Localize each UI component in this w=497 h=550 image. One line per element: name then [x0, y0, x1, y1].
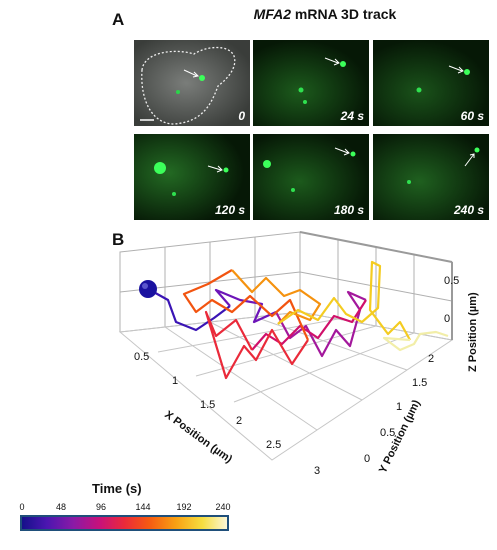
fluorescence-image — [373, 134, 489, 220]
y-tick: 1 — [396, 401, 402, 413]
z-axis-ticks: 0.5 0 — [444, 275, 459, 325]
arrow-icon — [464, 153, 475, 167]
x-tick: 2 — [236, 415, 242, 427]
y-tick: 0.5 — [380, 427, 395, 439]
cell-overlay-image — [134, 40, 250, 126]
x-tick: 3 — [314, 465, 320, 477]
fluorescence-image — [373, 40, 489, 126]
y-axis-ticks: 0 0.5 1 1.5 2 — [364, 353, 434, 465]
track-segment — [251, 299, 367, 351]
fluorescence-image — [134, 134, 250, 220]
time-label: 120 s — [214, 203, 245, 217]
track-segment — [149, 289, 231, 332]
x-tick: 1 — [172, 375, 178, 387]
z-axis-label: Z Position (µm) — [467, 292, 479, 372]
colorbar-tick: 192 — [176, 502, 192, 512]
z-tick: 0 — [444, 313, 450, 325]
y-tick: 0 — [364, 453, 370, 465]
arrow-icon — [183, 69, 198, 77]
x-tick: 0.5 — [134, 351, 149, 363]
gene-name: MFA2 — [253, 6, 292, 22]
colorbar-title: Time (s) — [92, 481, 142, 496]
title-rest: mRNA 3D track — [291, 6, 397, 22]
y-tick: 1.5 — [412, 377, 427, 389]
panel-a-title: MFA2 mRNA 3D track — [160, 6, 490, 22]
microscopy-tile-120s: 120 s — [134, 134, 250, 220]
track-start-marker — [139, 280, 157, 298]
colorbar-tick: 48 — [55, 502, 67, 512]
track-segment — [275, 290, 367, 358]
microscopy-tile-180s: 180 s — [253, 134, 369, 220]
x-tick: 2.5 — [266, 439, 281, 451]
fluorescence-image — [253, 134, 369, 220]
time-label: 240 s — [453, 203, 484, 217]
colorbar-tick: 240 — [215, 502, 231, 512]
mrna-trajectory — [149, 260, 449, 380]
time-label: 60 s — [460, 109, 484, 123]
microscopy-tile-0s: 0 — [134, 40, 250, 126]
colorbar-tick: 96 — [95, 502, 107, 512]
colorbar-tick: 0 — [19, 502, 25, 512]
fluorescence-image — [253, 40, 369, 126]
z-tick: 0.5 — [444, 275, 459, 287]
time-colorbar — [20, 515, 229, 531]
time-label: 0 — [238, 109, 245, 123]
track-segment — [277, 260, 411, 341]
track-segment — [231, 269, 322, 325]
x-axis-ticks: 0.5 1 1.5 2 2.5 3 — [134, 351, 320, 477]
panel-a-label: A — [112, 10, 125, 29]
y-tick: 2 — [428, 353, 434, 365]
cell-outline — [141, 46, 236, 125]
microscopy-tile-60s: 60 s — [373, 40, 489, 126]
time-label: 24 s — [340, 109, 364, 123]
microscopy-tile-24s: 24 s — [253, 40, 369, 126]
time-label: 180 s — [333, 203, 364, 217]
track-segment — [214, 288, 277, 324]
arrow-icon — [324, 57, 339, 64]
plot-frame — [299, 231, 453, 340]
track-segment — [382, 330, 449, 352]
x-tick: 1.5 — [200, 399, 215, 411]
arrow-icon — [448, 65, 463, 72]
x-axis-label: X Position (µm) — [162, 409, 234, 466]
arrow-icon — [334, 147, 349, 154]
track-segment — [182, 269, 310, 341]
panel-b-label: B — [112, 230, 125, 249]
microscopy-tile-240s: 240 s — [373, 134, 489, 220]
colorbar-tick: 144 — [135, 502, 151, 512]
track-segment — [204, 310, 309, 380]
arrow-icon — [207, 165, 222, 171]
